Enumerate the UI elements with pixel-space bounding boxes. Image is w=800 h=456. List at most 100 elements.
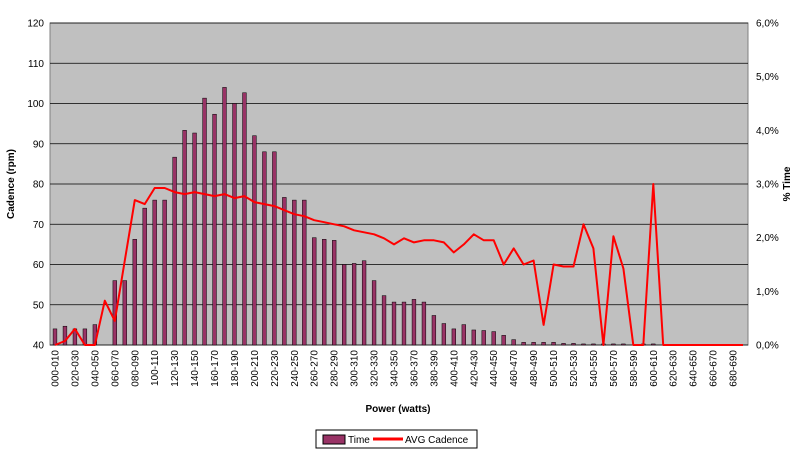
bar [322,239,327,346]
bar [571,343,576,346]
x-tick-label: 360-370 [410,350,421,387]
x-tick-label: 560-570 [609,350,620,387]
y2-tick-label: 5,0% [756,72,779,83]
y2-tick-label: 2,0% [756,233,779,244]
x-tick-label: 420-430 [469,350,480,387]
bar [361,260,367,346]
x-tick-label: 100-110 [150,350,161,386]
bar [342,264,347,346]
right-axis-ticks: 0,0% 1,0% 2,0% 3,0% 4,0% 5,0% 6,0% [756,19,779,352]
left-axis-ticks: 40 50 60 70 80 90 100 110 120 [27,19,44,352]
x-tick-label: 400-410 [449,350,460,387]
y2-tick-label: 0,0% [756,341,779,352]
bar [232,103,237,346]
bar [52,328,58,346]
bar [202,97,207,346]
y-tick-label: 40 [33,341,45,352]
y-tick-label: 70 [33,220,45,231]
bar-series [52,87,656,346]
bar [491,331,496,346]
bar [351,263,357,346]
bar [481,330,486,346]
x-tick-label: 200-210 [250,350,261,387]
legend-swatch-time [322,434,346,445]
y-tick-label: 120 [27,19,44,30]
line-series [54,183,743,346]
bar [62,325,68,346]
x-tick-label: 460-470 [509,350,520,387]
bar [461,324,466,346]
bar [561,343,566,346]
x-axis-ticks: 000-010 020-030 040-050 060-070 080-090 100-1… [51,350,740,387]
x-tick-label: 580-590 [629,350,640,387]
x-tick-label: 600-610 [649,350,660,387]
x-axis-title: Power (watts) [365,404,430,415]
y2-tick-label: 4,0% [756,126,779,137]
y-tick-label: 90 [33,139,45,150]
bar [501,335,506,346]
y-axis-title: Cadence (rpm) [6,149,17,219]
y-tick-label: 60 [33,260,45,271]
bar [411,299,417,346]
bar [391,301,397,346]
bar [132,239,137,346]
x-tick-label: 660-670 [709,350,720,387]
x-tick-label: 000-010 [51,350,62,387]
x-tick-label: 380-390 [429,350,440,387]
x-tick-label: 020-030 [70,350,81,387]
bar [182,130,187,346]
x-tick-label: 280-290 [330,350,341,387]
x-tick-label: 160-170 [210,350,221,387]
x-tick-label: 640-650 [689,350,700,387]
x-tick-label: 340-350 [390,350,401,387]
y2-tick-label: 6,0% [756,19,779,30]
x-tick-label: 240-250 [290,350,301,387]
y-tick-label: 50 [33,300,45,311]
bar [371,280,377,346]
x-tick-label: 120-130 [170,350,181,387]
y-tick-label: 110 [28,59,44,70]
bar [142,207,147,346]
bar [421,301,427,346]
bar [651,343,656,346]
bar [252,135,257,346]
bar [242,92,247,346]
bar [471,329,476,346]
bar [591,343,596,346]
y2-axis-title: % Time [782,166,793,201]
x-tick-label: 620-630 [669,350,680,387]
bar [551,342,556,346]
bar [581,343,586,346]
bar [292,199,297,346]
bar [172,156,177,346]
y-tick-label: 100 [27,99,44,110]
bar [431,315,437,346]
x-tick-label: 540-550 [589,350,600,387]
x-tick-label: 080-090 [130,350,141,387]
bar [441,323,447,346]
bar [222,87,227,346]
y-tick-label: 80 [33,180,45,191]
y2-tick-label: 1,0% [756,287,779,298]
bar [122,280,127,346]
x-tick-label: 520-530 [569,350,580,387]
x-tick-label: 260-270 [310,350,321,387]
bar [531,342,536,346]
bar [611,343,616,346]
bar [332,240,337,346]
bar [401,301,407,346]
bar [302,199,307,346]
x-tick-label: 140-150 [190,350,201,387]
cadence-line [54,183,743,346]
x-tick-label: 500-510 [549,350,560,387]
bar [312,237,317,346]
y2-tick-label: 3,0% [756,180,779,191]
legend-label-time: Time [348,435,370,446]
x-tick-label: 680-690 [729,350,740,387]
x-tick-label: 180-190 [230,350,241,387]
x-tick-label: 040-050 [90,350,101,387]
bar [162,199,167,346]
bar [152,199,157,346]
bar [621,343,626,346]
bar [272,151,277,346]
